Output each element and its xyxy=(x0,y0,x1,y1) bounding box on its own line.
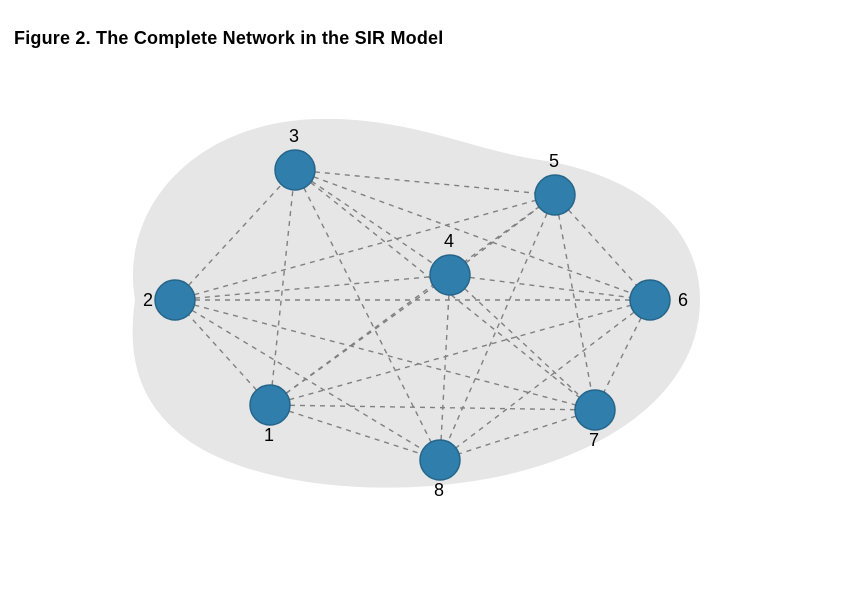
node-2 xyxy=(155,280,195,320)
node-label-6: 6 xyxy=(678,290,688,310)
node-5 xyxy=(535,175,575,215)
node-label-3: 3 xyxy=(289,126,299,146)
node-4 xyxy=(430,255,470,295)
network-blob xyxy=(133,119,700,488)
node-label-2: 2 xyxy=(143,290,153,310)
node-3 xyxy=(275,150,315,190)
node-6 xyxy=(630,280,670,320)
node-label-7: 7 xyxy=(589,430,599,450)
node-label-8: 8 xyxy=(434,480,444,500)
node-7 xyxy=(575,390,615,430)
node-label-5: 5 xyxy=(549,151,559,171)
node-8 xyxy=(420,440,460,480)
node-label-4: 4 xyxy=(444,231,454,251)
node-label-1: 1 xyxy=(264,425,274,445)
node-1 xyxy=(250,385,290,425)
network-canvas: 1 2 3 4 5 6 7 8 xyxy=(0,0,850,597)
